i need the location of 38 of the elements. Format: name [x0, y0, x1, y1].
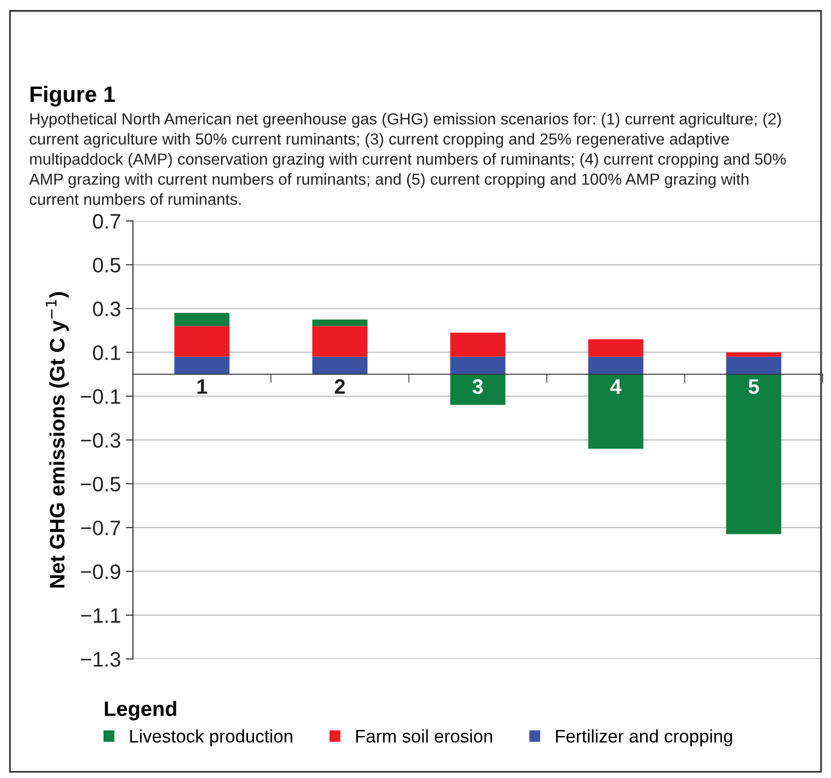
bar [312, 320, 368, 326]
x-tick-label: 4 [610, 379, 622, 394]
x-tick-label: 3 [472, 379, 483, 394]
bar [174, 356, 230, 374]
x-tick-label: 1 [197, 379, 208, 394]
bar [726, 356, 782, 374]
x-tick-label: 2 [334, 379, 345, 394]
y-axis-title: Net GHG emissions (Gt C y$^{−1}$) [46, 292, 69, 588]
y-tick-label: 0.7 [93, 214, 120, 229]
chart-subtitle: Hypothetical North American net greenhouse gas (GHG) emission scenarios for: (1) current agriculture; (2) current agriculture with 50% current ruminants; (3) current cropping and 25% regenerative adaptive multipaddock (AMP) conservation grazing with current numbers of ruminants; (4) current cropping and 50% AMP grazing with current numbers of ruminants; and (5) current cropping and 100% AMP grazing with current numbers of ruminants. [29, 112, 786, 205]
bar [450, 332, 506, 357]
bar [588, 339, 644, 357]
bar [588, 374, 644, 449]
y-tick-label: 0.1 [93, 345, 120, 360]
bar [588, 356, 644, 374]
bar [726, 374, 782, 534]
y-tick-label: −0.5 [81, 476, 120, 492]
bar [450, 374, 506, 405]
legend-label: Livestock production [130, 729, 292, 746]
bar [174, 312, 230, 326]
y-tick-label: −0.9 [81, 564, 120, 580]
chart-title: Figure 1 [30, 86, 115, 107]
bar [312, 356, 368, 374]
x-tick-label: 5 [748, 379, 759, 394]
bar [174, 326, 230, 357]
bar [450, 356, 506, 374]
bar [726, 352, 782, 357]
y-tick-label: 0.3 [93, 302, 120, 316]
y-tick-label: −0.1 [81, 389, 120, 404]
y-tick-label: −0.7 [81, 520, 120, 536]
y-tick-label: −1.1 [81, 608, 120, 623]
legend-label: Fertilizer and cropping [556, 729, 732, 746]
y-tick-label: −0.3 [81, 432, 120, 448]
legend-label: Farm soil erosion [356, 729, 492, 743]
legend-title: Legend [104, 700, 176, 720]
bar [312, 326, 368, 357]
y-tick-label: −1.3 [81, 652, 120, 667]
y-tick-label: 0.5 [93, 258, 120, 273]
